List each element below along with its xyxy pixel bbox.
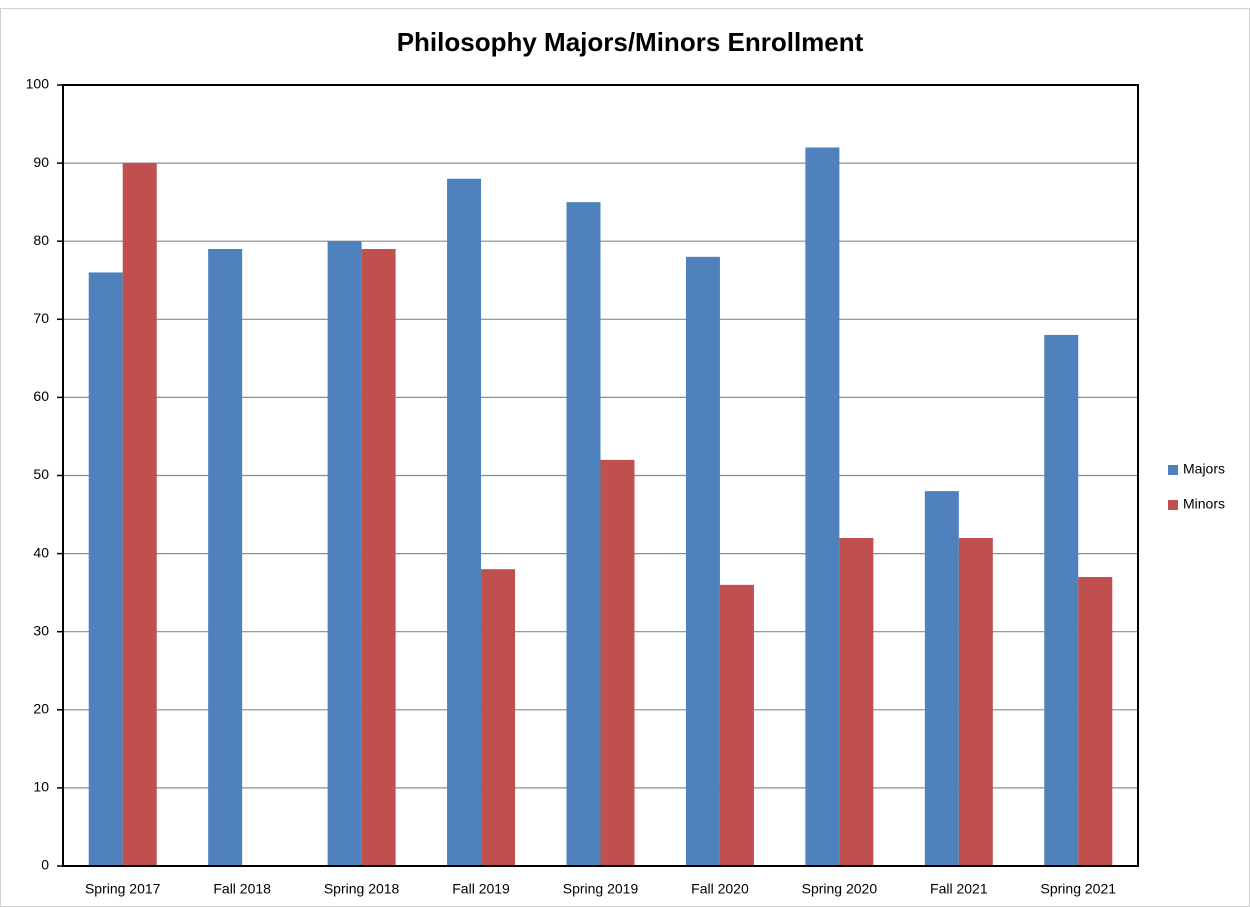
y-tick-label: 70	[33, 310, 49, 326]
x-tick-label: Fall 2020	[691, 881, 749, 897]
bar	[685, 256, 720, 866]
x-tick-label: Spring 2020	[802, 881, 878, 897]
y-tick-label: 30	[33, 622, 49, 638]
bar	[447, 178, 482, 867]
x-tick-label: Fall 2021	[930, 881, 988, 897]
bar	[481, 569, 516, 866]
bar	[839, 537, 874, 866]
chart-title: Philosophy Majors/Minors Enrollment	[397, 27, 864, 57]
bar	[958, 537, 993, 866]
bar	[208, 249, 243, 866]
x-tick-label: Spring 2018	[324, 881, 400, 897]
bar	[361, 249, 396, 866]
legend-label: Minors	[1183, 496, 1225, 512]
x-tick-label: Fall 2018	[213, 881, 271, 897]
bar	[719, 584, 754, 866]
y-tick-label: 90	[33, 154, 49, 170]
plot-border	[62, 84, 1139, 867]
x-tick-label: Spring 2021	[1041, 881, 1117, 897]
y-tick-label: 0	[41, 857, 49, 873]
y-tick-label: 10	[33, 779, 49, 795]
legend-label: Majors	[1183, 461, 1225, 477]
bar	[600, 459, 635, 866]
bar	[566, 202, 601, 866]
bar	[805, 147, 840, 867]
legend-swatch	[1168, 500, 1178, 510]
bar	[924, 491, 959, 866]
bar	[88, 272, 123, 866]
y-tick-label: 80	[33, 232, 49, 248]
x-tick-label: Spring 2019	[563, 881, 639, 897]
bar	[122, 163, 157, 867]
y-tick-label: 60	[33, 388, 49, 404]
y-tick-label: 100	[26, 76, 50, 92]
bar	[1078, 577, 1113, 866]
y-tick-label: 50	[33, 466, 49, 482]
legend-swatch	[1168, 465, 1178, 475]
y-tick-label: 40	[33, 544, 49, 560]
bar	[1044, 334, 1079, 866]
x-tick-label: Spring 2017	[85, 881, 161, 897]
x-tick-label: Fall 2019	[452, 881, 510, 897]
bar	[327, 241, 362, 866]
y-tick-label: 20	[33, 701, 49, 717]
